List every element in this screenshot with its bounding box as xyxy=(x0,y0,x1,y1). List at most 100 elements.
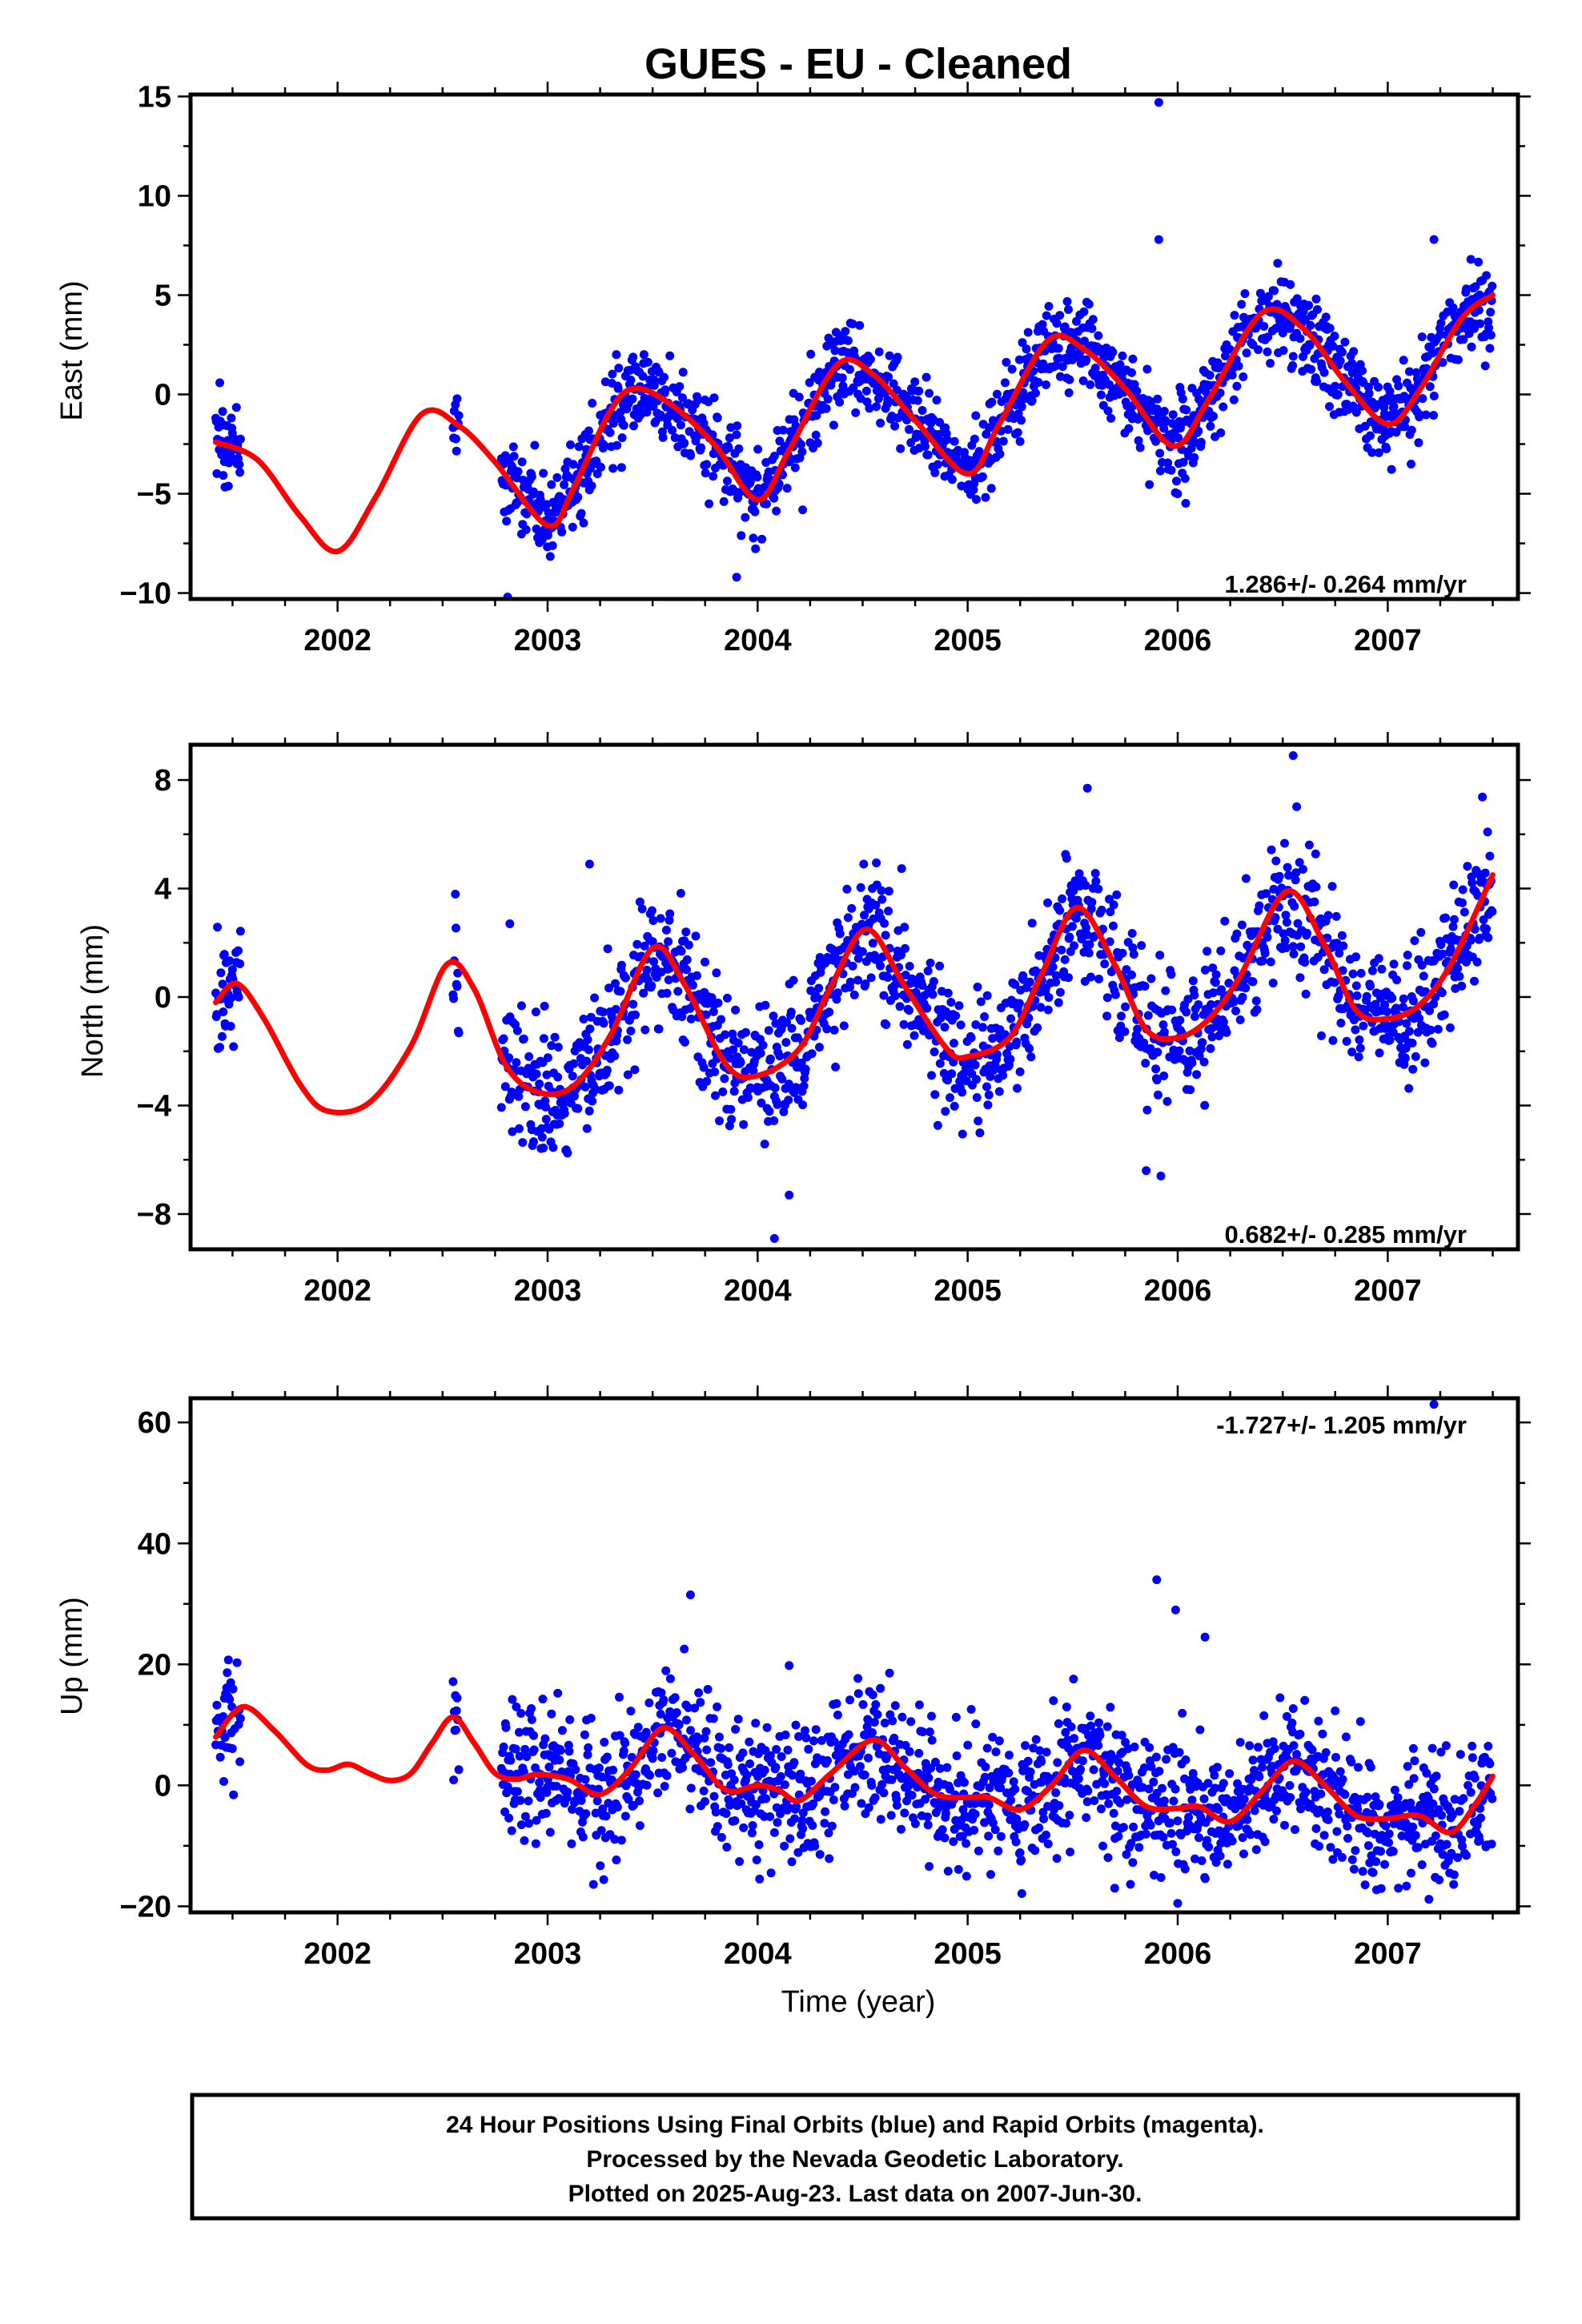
up-position-point xyxy=(731,1724,741,1734)
up-position-point xyxy=(1287,1719,1297,1727)
up-position-point xyxy=(653,1788,663,1798)
up-position-point xyxy=(1200,1874,1210,1884)
up-position-point xyxy=(960,1778,969,1787)
up-position-point xyxy=(1408,1743,1418,1753)
up-position-point xyxy=(672,1708,681,1717)
north-position-point xyxy=(568,1072,577,1081)
up-position-point xyxy=(1199,1794,1209,1803)
up-position-point xyxy=(715,1732,724,1742)
up-position-point xyxy=(980,1772,990,1782)
up-position-point xyxy=(1428,1799,1438,1808)
east-position-point xyxy=(1486,331,1496,340)
east-position-point xyxy=(1015,436,1025,446)
north-position-point xyxy=(757,1098,766,1108)
north-position-point xyxy=(998,1071,1008,1080)
east-position-point xyxy=(893,352,902,362)
east-position-point xyxy=(628,352,638,362)
north-position-point xyxy=(1155,951,1165,960)
up-y-tick-label: 20 xyxy=(138,1648,171,1682)
up-position-point xyxy=(624,1795,633,1804)
north-outlier-point xyxy=(1142,1166,1151,1176)
up-position-point xyxy=(665,1674,675,1683)
up-position-point xyxy=(984,1831,994,1841)
up-position-point xyxy=(1331,1752,1340,1762)
north-position-point xyxy=(807,1049,817,1059)
north-position-point xyxy=(1330,978,1339,987)
north-position-point xyxy=(877,886,886,895)
east-x-tick-label: 2004 xyxy=(724,624,792,657)
north-x-tick-label: 2002 xyxy=(303,1274,371,1308)
east-outlier-point xyxy=(1429,235,1439,244)
north-position-point xyxy=(616,960,626,970)
north-position-point xyxy=(569,1059,579,1068)
north-position-point xyxy=(543,1053,552,1063)
east-position-point xyxy=(1135,443,1145,452)
east-position-point xyxy=(1168,410,1178,420)
up-position-point xyxy=(588,1880,598,1889)
north-position-point xyxy=(628,999,638,1009)
up-position-point xyxy=(1174,1747,1184,1757)
north-position-point xyxy=(1362,991,1371,1001)
north-position-point xyxy=(1024,1013,1034,1023)
north-position-point xyxy=(1282,918,1291,927)
up-position-point xyxy=(1476,1813,1485,1823)
up-position-points xyxy=(211,1400,1497,1908)
east-position-point xyxy=(1087,324,1097,333)
up-position-point xyxy=(581,1809,591,1819)
north-position-point xyxy=(1280,838,1289,848)
up-position-point xyxy=(792,1802,801,1811)
up-position-point xyxy=(1144,1784,1154,1794)
north-position-point xyxy=(946,1093,954,1103)
north-position-point xyxy=(764,1026,773,1035)
north-position-point xyxy=(1161,986,1170,995)
east-position-point xyxy=(883,396,893,405)
north-position-point xyxy=(216,968,226,978)
up-position-point xyxy=(1422,1768,1431,1778)
up-position-point xyxy=(921,1795,930,1804)
north-position-point xyxy=(782,1018,791,1027)
east-position-point xyxy=(1003,424,1013,434)
east-position-point xyxy=(579,518,588,528)
up-position-point xyxy=(448,1677,458,1687)
up-position-point xyxy=(809,1799,818,1808)
up-position-point xyxy=(229,1790,239,1799)
east-position-point xyxy=(835,397,845,407)
up-position-point xyxy=(1363,1792,1372,1802)
north-position-point xyxy=(1391,1003,1401,1013)
east-position-point xyxy=(845,364,854,374)
east-position-point xyxy=(884,372,893,382)
up-position-point xyxy=(1390,1785,1399,1795)
up-position-point xyxy=(906,1717,916,1727)
north-position-point xyxy=(1460,907,1469,917)
north-position-point xyxy=(452,982,462,991)
east-position-point xyxy=(1467,342,1476,352)
up-position-point xyxy=(645,1771,655,1780)
up-position-point xyxy=(829,1737,839,1747)
north-position-point xyxy=(1231,1006,1240,1015)
up-position-point xyxy=(1086,1721,1095,1731)
north-position-point xyxy=(1296,942,1306,951)
up-position-point xyxy=(943,1867,953,1876)
east-position-point xyxy=(560,480,569,489)
up-position-point xyxy=(1103,1853,1113,1863)
east-position-point xyxy=(702,460,712,469)
east-position-point xyxy=(851,408,861,417)
north-position-point xyxy=(1485,851,1495,861)
up-position-point xyxy=(604,1799,613,1808)
east-position-point xyxy=(673,414,682,424)
north-position-point xyxy=(234,946,243,955)
east-position-point xyxy=(616,463,626,472)
up-position-point xyxy=(620,1739,630,1748)
north-position-point xyxy=(1128,943,1138,952)
up-position-point xyxy=(1354,1763,1363,1772)
north-position-point xyxy=(616,987,625,996)
up-position-point xyxy=(798,1824,808,1833)
north-position-point xyxy=(765,1107,774,1116)
east-position-point xyxy=(629,421,638,431)
north-position-point xyxy=(1127,970,1136,979)
up-position-point xyxy=(529,1745,539,1755)
north-position-point xyxy=(973,983,982,991)
up-position-point xyxy=(1187,1795,1197,1805)
up-position-point xyxy=(787,1857,797,1867)
up-position-point xyxy=(810,1841,820,1851)
